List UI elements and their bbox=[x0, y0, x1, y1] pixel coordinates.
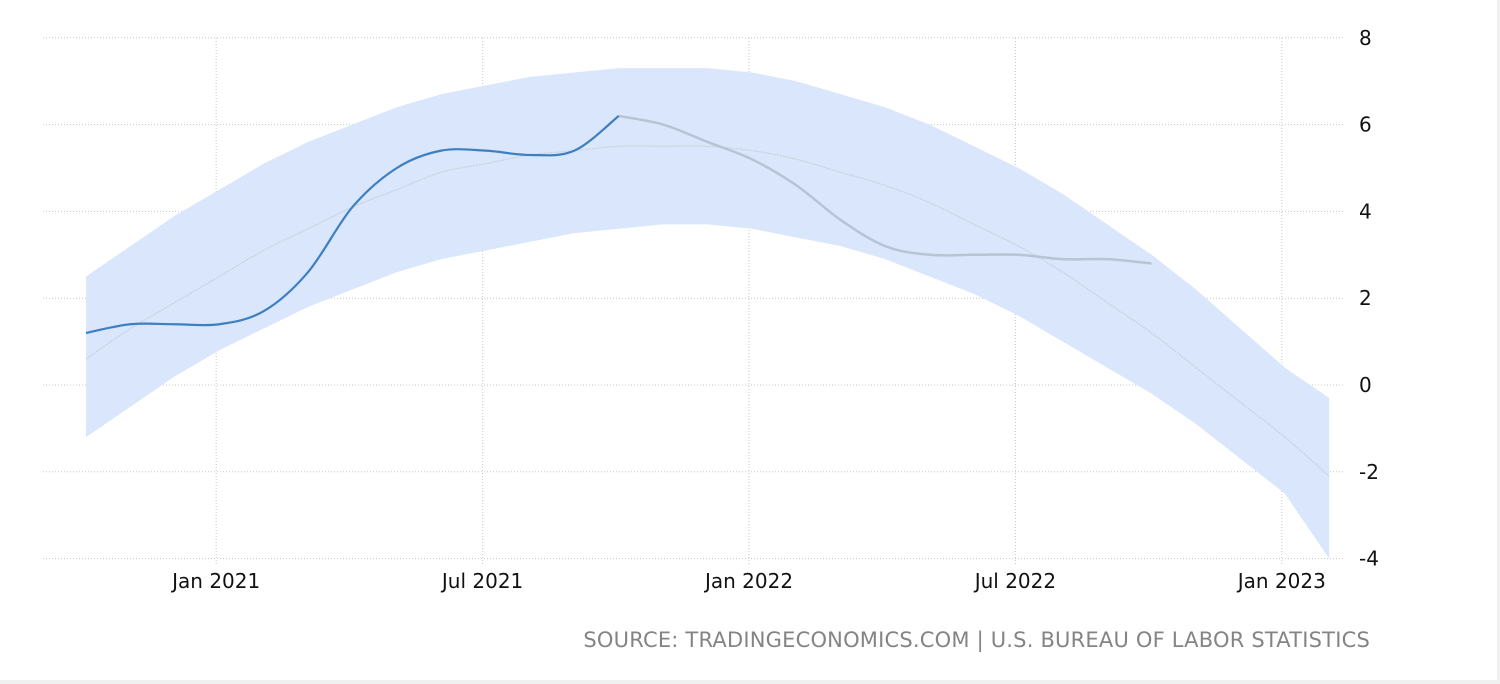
y-tick-label: 8 bbox=[1359, 26, 1372, 50]
x-tick-label: Jan 2022 bbox=[703, 569, 793, 593]
y-tick-label: -2 bbox=[1359, 460, 1379, 484]
x-tick-label: Jul 2022 bbox=[973, 569, 1056, 593]
x-axis: Jan 2021 Jul 2021 Jan 2022 Jul 2022 Jan 2023 bbox=[170, 569, 1326, 593]
actual-line bbox=[85, 115, 620, 334]
x-tick-label: Jan 2023 bbox=[1236, 569, 1326, 593]
trend-line bbox=[85, 145, 1330, 477]
source-note: SOURCE: TRADINGECONOMICS.COM | U.S. BURE… bbox=[583, 628, 1370, 652]
y-axis: 8 6 4 2 0 -2 -4 bbox=[1359, 26, 1379, 571]
y-tick-label: 2 bbox=[1359, 286, 1372, 310]
x-tick-label: Jan 2021 bbox=[170, 569, 260, 593]
forecast-line bbox=[618, 114, 1152, 265]
y-tick-label: -4 bbox=[1359, 547, 1379, 571]
y-tick-label: 4 bbox=[1359, 199, 1372, 223]
y-tick-label: 0 bbox=[1359, 373, 1372, 397]
confidence-band bbox=[86, 68, 1330, 559]
y-tick-label: 6 bbox=[1359, 113, 1372, 137]
x-tick-label: Jul 2021 bbox=[440, 569, 523, 593]
